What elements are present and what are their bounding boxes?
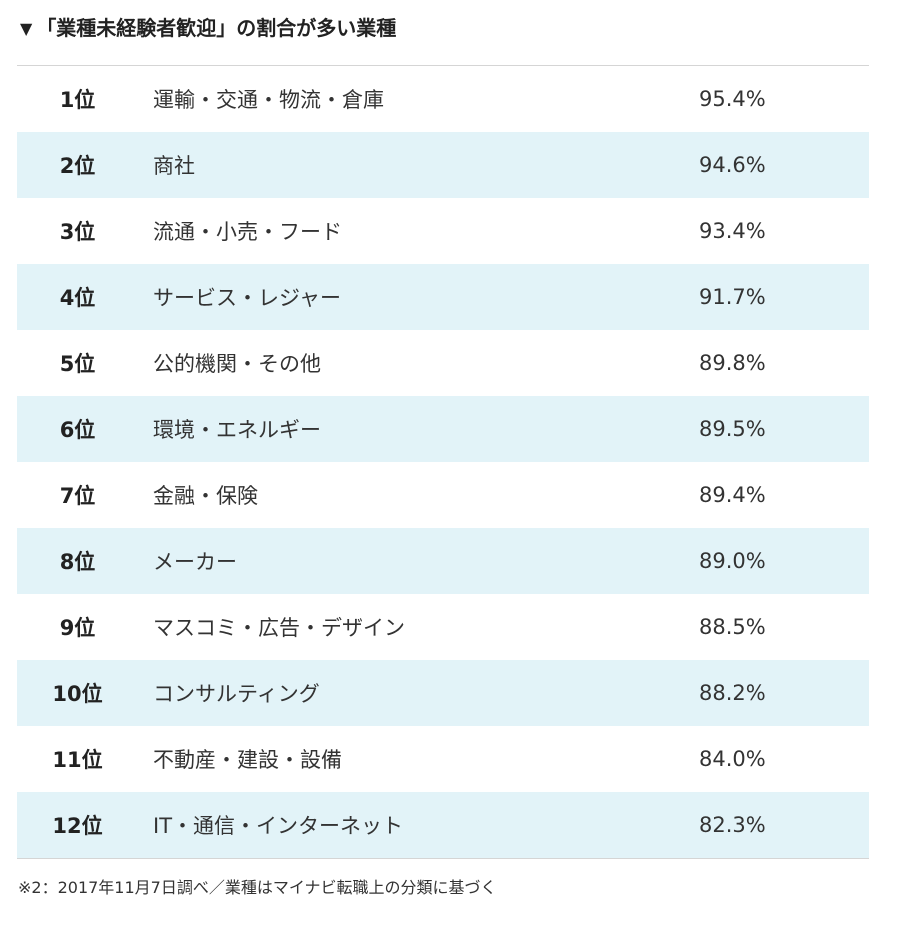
industry-cell: IT・通信・インターネット — [153, 814, 404, 838]
industry-cell: サービス・レジャー — [153, 286, 341, 310]
table-row: 3位 流通・小売・フード 93.4% — [17, 198, 869, 264]
industry-cell: メーカー — [153, 550, 237, 574]
percent-cell: 82.3% — [699, 813, 766, 837]
industry-cell: 商社 — [153, 154, 195, 178]
table-row: 4位 サービス・レジャー 91.7% — [17, 264, 869, 330]
table-row: 6位 環境・エネルギー 89.5% — [17, 396, 869, 462]
rank-cell: 6位 — [59, 418, 96, 442]
rank-cell: 1位 — [59, 88, 96, 112]
percent-cell: 89.5% — [699, 417, 766, 441]
rank-cell: 7位 — [59, 484, 96, 508]
rank-cell: 12位 — [52, 814, 103, 838]
industry-cell: コンサルティング — [153, 682, 320, 706]
table-row: 1位 運輸・交通・物流・倉庫 95.4% — [17, 66, 869, 132]
percent-cell: 88.2% — [699, 681, 766, 705]
percent-cell: 95.4% — [699, 87, 766, 111]
rank-cell: 4位 — [59, 286, 96, 310]
table-row: 7位 金融・保険 89.4% — [17, 462, 869, 528]
percent-cell: 84.0% — [699, 747, 766, 771]
rank-cell: 11位 — [52, 748, 103, 772]
percent-cell: 89.8% — [699, 351, 766, 375]
table-row: 2位 商社 94.6% — [17, 132, 869, 198]
table-row: 12位 IT・通信・インターネット 82.3% — [17, 792, 869, 858]
rank-cell: 3位 — [59, 220, 96, 244]
percent-cell: 94.6% — [699, 153, 766, 177]
industry-cell: 流通・小売・フード — [153, 220, 342, 244]
rank-cell: 10位 — [52, 682, 103, 706]
rank-cell: 8位 — [59, 550, 96, 574]
table-row: 11位 不動産・建設・設備 84.0% — [17, 726, 869, 792]
industry-cell: 環境・エネルギー — [153, 418, 321, 442]
industry-cell: 運輸・交通・物流・倉庫 — [153, 88, 384, 112]
percent-cell: 89.4% — [699, 483, 766, 507]
footnote: ※2：2017年11月7日調べ／業種はマイナビ転職上の分類に基づく — [18, 878, 497, 897]
ranking-table: 1位 運輸・交通・物流・倉庫 95.4% 2位 商社 94.6% 3位 流通・小… — [17, 65, 869, 859]
rank-cell: 9位 — [59, 616, 96, 640]
industry-cell: マスコミ・広告・デザイン — [153, 616, 405, 640]
industry-cell: 金融・保険 — [153, 484, 258, 508]
section-heading: ▼ 「業種未経験者歓迎」の割合が多い業種 — [20, 12, 396, 44]
table-row: 9位 マスコミ・広告・デザイン 88.5% — [17, 594, 869, 660]
industry-cell: 不動産・建設・設備 — [153, 748, 342, 772]
table-row: 5位 公的機関・その他 89.8% — [17, 330, 869, 396]
percent-cell: 91.7% — [699, 285, 766, 309]
rank-cell: 5位 — [59, 352, 96, 376]
percent-cell: 88.5% — [699, 615, 766, 639]
industry-cell: 公的機関・その他 — [153, 352, 321, 376]
heading-title: 「業種未経験者歓迎」の割合が多い業種 — [36, 16, 397, 40]
percent-cell: 89.0% — [699, 549, 766, 573]
rank-cell: 2位 — [59, 154, 96, 178]
percent-cell: 93.4% — [699, 219, 766, 243]
triangle-down-icon: ▼ — [20, 19, 33, 38]
table-row: 10位 コンサルティング 88.2% — [17, 660, 869, 726]
table-row: 8位 メーカー 89.0% — [17, 528, 869, 594]
